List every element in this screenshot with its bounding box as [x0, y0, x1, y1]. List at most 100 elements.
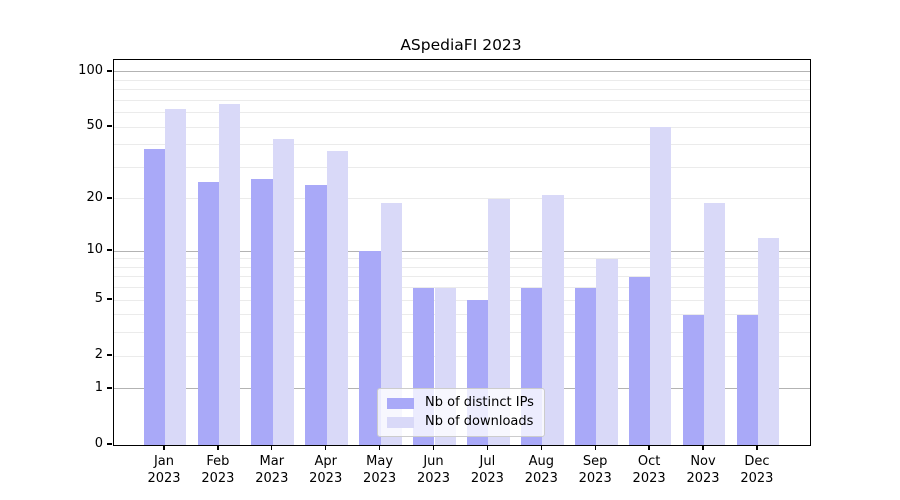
- bar-downloads-dec: [757, 237, 780, 445]
- x-tick-year: 2023: [363, 471, 397, 486]
- x-tick-mark: [756, 445, 758, 450]
- minor-gridline: [114, 258, 810, 260]
- minor-gridline: [114, 198, 810, 200]
- y-tick-label: 100: [78, 62, 103, 78]
- y-tick-label: 50: [86, 118, 103, 134]
- y-tick-mark: [107, 387, 112, 389]
- x-tick-month: Dec: [744, 454, 770, 469]
- x-tick-month: Sep: [582, 454, 608, 469]
- x-tick-mark: [271, 445, 273, 450]
- x-tick-label-feb: Feb 2023: [187, 453, 249, 487]
- bar-downloads-jan: [165, 108, 187, 445]
- y-tick-mark: [107, 443, 112, 445]
- legend: Nb of distinct IPs Nb of downloads: [377, 388, 545, 437]
- bar-downloads-apr: [326, 150, 349, 445]
- y-tick-label: 20: [86, 189, 103, 205]
- x-tick-month: Feb: [206, 454, 230, 469]
- x-tick-year: 2023: [470, 471, 504, 486]
- legend-item-distinct-ips: Nb of distinct IPs: [387, 395, 535, 411]
- x-tick-month: Aug: [528, 454, 554, 469]
- x-tick-month: Jan: [153, 454, 175, 469]
- bar-downloads-sep: [596, 258, 618, 445]
- minor-gridline: [114, 276, 810, 278]
- x-tick-label-aug: Aug 2023: [510, 453, 572, 487]
- minor-gridline: [114, 314, 810, 316]
- y-tick-label: 10: [86, 242, 103, 258]
- legend-item-downloads: Nb of downloads: [387, 414, 535, 430]
- chart-title: ASpediaFI 2023: [400, 36, 522, 54]
- bar-downloads-mar: [272, 139, 295, 445]
- x-tick-mark: [702, 445, 704, 450]
- x-tick-year: 2023: [255, 471, 289, 486]
- x-tick-mark: [163, 445, 165, 450]
- x-tick-mark: [325, 445, 327, 450]
- x-tick-month: Mar: [259, 454, 285, 469]
- x-tick-label-mar: Mar 2023: [241, 453, 303, 487]
- x-tick-label-sep: Sep 2023: [564, 453, 626, 487]
- bar-distinct-ips-jan: [143, 148, 165, 445]
- x-tick-label-oct: Oct 2023: [618, 453, 680, 487]
- y-tick-label: 2: [94, 347, 103, 363]
- x-tick-mark: [486, 445, 489, 450]
- x-tick-month: Jul: [479, 454, 496, 469]
- y-tick-mark: [107, 298, 112, 300]
- x-tick-month: Nov: [690, 454, 716, 469]
- x-tick-year: 2023: [578, 471, 612, 486]
- minor-gridline: [114, 126, 810, 128]
- minor-gridline: [114, 266, 810, 268]
- x-tick-year: 2023: [740, 471, 774, 486]
- bar-downloads-jul: [488, 198, 510, 445]
- y-tick-mark: [107, 354, 112, 356]
- minor-gridline: [114, 99, 810, 101]
- y-tick-label: 5: [94, 291, 103, 307]
- x-tick-label-may: May 2023: [349, 453, 411, 487]
- legend-swatch: [387, 397, 414, 409]
- y-tick-label: 1: [94, 379, 103, 395]
- x-tick-year: 2023: [632, 471, 666, 486]
- x-tick-mark: [594, 445, 596, 450]
- minor-gridline: [114, 79, 810, 81]
- bar-distinct-ips-nov: [682, 314, 704, 445]
- minor-gridline: [114, 287, 810, 289]
- x-tick-label-dec: Dec 2023: [726, 453, 788, 487]
- x-tick-label-apr: Apr 2023: [295, 453, 357, 487]
- x-tick-year: 2023: [524, 471, 558, 486]
- bar-downloads-feb: [218, 103, 241, 445]
- minor-gridline: [114, 112, 810, 114]
- minor-gridline: [114, 299, 810, 301]
- legend-label: Nb of downloads: [425, 414, 534, 429]
- bar-downloads-aug: [542, 195, 564, 445]
- x-tick-mark: [432, 445, 435, 450]
- legend-label: Nb of distinct IPs: [425, 395, 534, 410]
- bar-distinct-ips-may: [359, 251, 381, 445]
- x-tick-mark: [378, 445, 381, 450]
- minor-gridline: [114, 89, 810, 91]
- bar-distinct-ips-apr: [305, 184, 327, 445]
- x-tick-month: Oct: [637, 454, 661, 469]
- x-tick-mark: [540, 445, 542, 450]
- bar-distinct-ips-dec: [736, 314, 758, 445]
- bar-downloads-oct: [650, 127, 672, 445]
- legend-swatch: [387, 416, 414, 428]
- x-tick-month: May: [366, 454, 394, 469]
- x-tick-label-jan: Jan 2023: [133, 453, 195, 487]
- x-tick-year: 2023: [686, 471, 720, 486]
- minor-gridline: [114, 332, 810, 334]
- x-tick-label-jun: Jun 2023: [403, 453, 465, 487]
- x-tick-year: 2023: [201, 471, 235, 486]
- bar-distinct-ips-sep: [574, 287, 597, 445]
- y-tick-label: 0: [94, 436, 103, 451]
- minor-gridline: [114, 355, 810, 357]
- bar-distinct-ips-feb: [197, 181, 219, 445]
- bar-distinct-ips-oct: [628, 276, 651, 445]
- major-gridline: [114, 250, 810, 252]
- y-tick-mark: [107, 249, 112, 251]
- y-tick-mark: [107, 197, 112, 199]
- major-gridline: [114, 71, 810, 73]
- x-tick-mark: [648, 445, 650, 450]
- x-tick-mark: [217, 445, 219, 450]
- minor-gridline: [114, 166, 810, 168]
- x-tick-label-nov: Nov 2023: [672, 453, 734, 487]
- bar-downloads-nov: [704, 202, 726, 445]
